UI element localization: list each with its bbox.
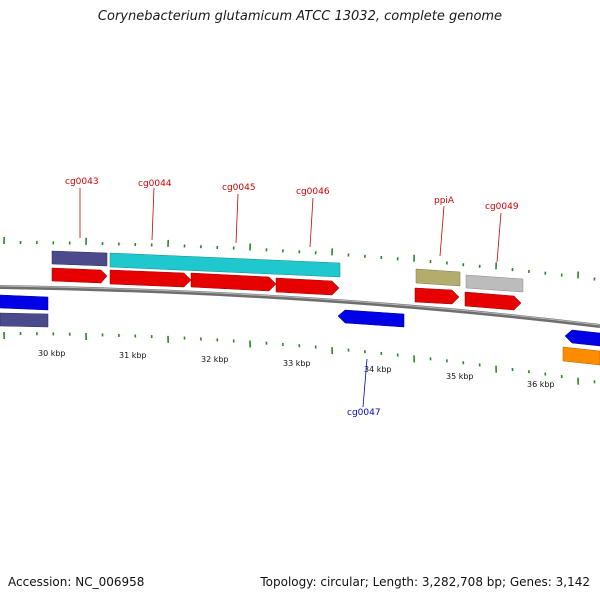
feature-box-cg0044[interactable]: [109, 252, 341, 278]
feature-ring-outer: [0, 250, 600, 366]
leader-cg0046: [309, 197, 314, 248]
cds-arrow-cg0045[interactable]: [190, 272, 277, 292]
gene-label-cg0049[interactable]: cg0049: [485, 202, 519, 212]
tick-label-31kbp: 31 kbp: [119, 351, 147, 360]
cds-arrow-ppiA[interactable]: [414, 287, 460, 305]
genome-backbone-highlight: [0, 285, 600, 326]
cds-arrow-left[interactable]: [0, 294, 49, 311]
tick-label-36kbp: 36 kbp: [527, 380, 555, 389]
feature-box-left[interactable]: [0, 312, 49, 328]
forward-cds-track: [51, 267, 522, 311]
leader-ppiA: [439, 205, 445, 257]
cds-arrow-cg0047[interactable]: [337, 309, 405, 328]
feature-box-cg0043[interactable]: [51, 250, 108, 267]
outer-scale-dots: [3, 236, 596, 281]
gene-label-cg0047[interactable]: cg0047: [347, 408, 381, 418]
cds-arrow-cg0043[interactable]: [51, 267, 108, 284]
tick-label-35kbp: 35 kbp: [446, 372, 474, 381]
feature-box-ppiA[interactable]: [415, 268, 461, 287]
accession-text: Accession: NC_006958: [8, 575, 145, 589]
leader-cg0045: [235, 193, 239, 244]
tick-label-32kbp: 32 kbp: [201, 355, 229, 364]
gene-label-ppiA[interactable]: ppiA: [434, 196, 455, 206]
tick-label-33kbp: 33 kbp: [283, 359, 311, 368]
topology-summary: Topology: circular; Length: 3,282,708 bp…: [260, 575, 590, 589]
gene-label-cg0045[interactable]: cg0045: [222, 183, 256, 193]
cds-arrow-cg0046[interactable]: [275, 277, 340, 296]
cds-arrow-cg0049[interactable]: [464, 291, 522, 311]
inner-scale-dots: [3, 331, 596, 385]
leader-cg0049: [496, 212, 502, 263]
gene-label-cg0046[interactable]: cg0046: [296, 187, 330, 197]
feature-box-cg0049[interactable]: [465, 274, 524, 293]
leader-cg0044: [151, 187, 155, 241]
genome-backbone: [0, 285, 600, 328]
page-title: Corynebacterium glutamicum ATCC 13032, c…: [97, 9, 503, 24]
gene-label-cg0044[interactable]: cg0044: [138, 179, 172, 189]
gene-label-leaders: [79, 187, 502, 408]
tick-label-34kbp: 34 kbp: [364, 365, 392, 374]
leader-cg0047: [362, 358, 368, 408]
feature-box-orange[interactable]: [562, 346, 600, 366]
reverse-cds-track: [0, 294, 600, 347]
cds-arrow-cg0044[interactable]: [109, 269, 192, 288]
tick-label-30kbp: 30 kbp: [38, 349, 66, 358]
gene-label-cg0043[interactable]: cg0043: [65, 177, 99, 187]
cds-arrow-right[interactable]: [564, 329, 600, 347]
kbp-tick-labels: 30 kbp 31 kbp 32 kbp 33 kbp 34 kbp 35 kb…: [38, 349, 555, 389]
gene-labels: cg0043 cg0044 cg0045 cg0046 ppiA cg0049 …: [65, 177, 519, 418]
